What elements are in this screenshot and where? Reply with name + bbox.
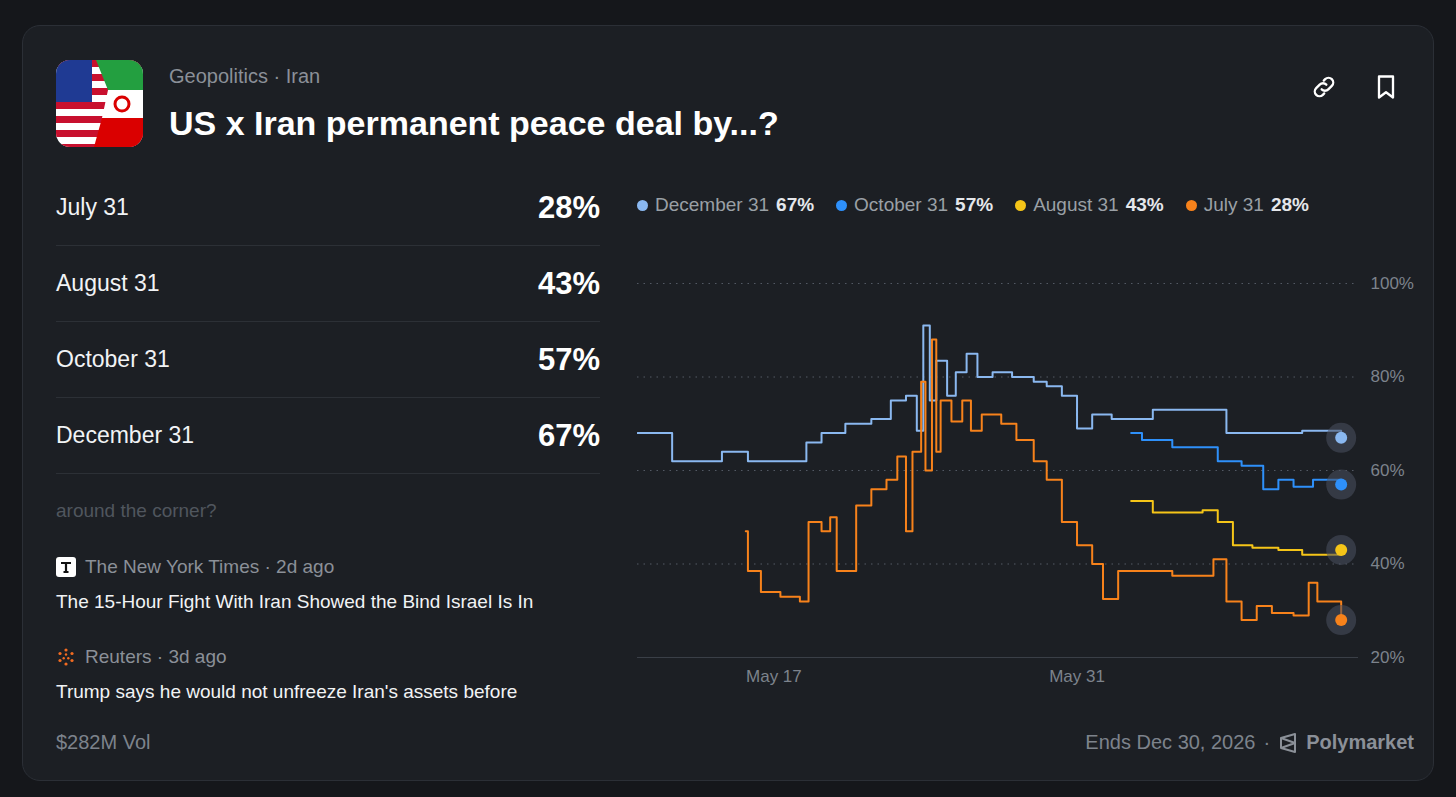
html-text:October 31: October 31 bbox=[56, 346, 170, 372]
html-text:July 31: July 31 bbox=[56, 194, 129, 220]
html-text:Trump says he would not unfree: Trump says he would not unfreeze Iran's … bbox=[56, 681, 518, 702]
html-text:Reuters · 3d ago: Reuters · 3d ago bbox=[85, 646, 227, 667]
html-text:US x Iran permanent peace deal: US x Iran permanent peace deal by...? bbox=[169, 104, 779, 142]
html-text:August 31 43%: August 31 43% bbox=[1033, 194, 1164, 215]
html-text:around the corner?: around the corner? bbox=[56, 500, 217, 521]
html-text:July 31 28%: July 31 28% bbox=[1203, 194, 1309, 215]
html-text:43%: 43% bbox=[538, 265, 600, 301]
html-text:October 31 57%: October 31 57% bbox=[854, 194, 994, 215]
svg-text:40%: 40% bbox=[1371, 554, 1405, 573]
html-text:December 31: December 31 bbox=[56, 422, 195, 448]
svg-text:100%: 100% bbox=[1371, 274, 1414, 293]
svg-text:May 17: May 17 bbox=[746, 667, 802, 686]
html-text:December 31 67%: December 31 67% bbox=[655, 194, 815, 215]
svg-text:20%: 20% bbox=[1371, 648, 1405, 667]
html-text:Ends Dec 30, 2026 ·: Ends Dec 30, 2026 · bbox=[1085, 731, 1271, 753]
svg-text:80%: 80% bbox=[1371, 367, 1405, 386]
html-text:August 31: August 31 bbox=[56, 270, 160, 296]
html-text:28%: 28% bbox=[538, 189, 600, 225]
html-text:The New York Times · 2d ago: The New York Times · 2d ago bbox=[85, 556, 335, 577]
svg-text:May 31: May 31 bbox=[1049, 667, 1105, 686]
html-text:Geopolitics · Iran: Geopolitics · Iran bbox=[169, 65, 321, 87]
html-text:57%: 57% bbox=[538, 341, 600, 377]
html-text:$282M Vol: $282M Vol bbox=[56, 731, 151, 753]
html-text:The 15-Hour Fight With Iran Sh: The 15-Hour Fight With Iran Showed the B… bbox=[56, 591, 534, 612]
html-text:67%: 67% bbox=[538, 417, 600, 453]
svg-text:60%: 60% bbox=[1371, 461, 1405, 480]
html-text:Polymarket: Polymarket bbox=[1306, 731, 1414, 753]
